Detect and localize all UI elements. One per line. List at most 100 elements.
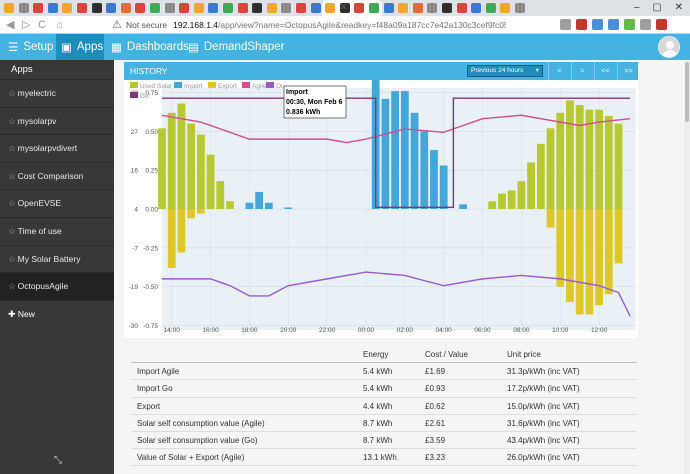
sidebar-item-time-of-use[interactable]: ☆ Time of use [0, 216, 114, 245]
history-title: HISTORY [130, 66, 168, 76]
tab-favicon[interactable] [91, 3, 102, 13]
extension-icon[interactable] [592, 19, 603, 30]
row-name: Import Go [137, 384, 173, 394]
window-controls[interactable]: – ▢ ✕ [634, 2, 688, 13]
forward-icon[interactable]: ▷ [22, 19, 31, 31]
tab-favicon[interactable] [252, 3, 263, 13]
url-path: /app/view?name=OctopusAgile&readkey=f48a… [218, 20, 506, 30]
tab-favicon[interactable] [339, 3, 350, 13]
period-select[interactable]: Previous 24 hours ▾ [467, 65, 543, 77]
tab-favicon[interactable] [33, 3, 44, 13]
legend-swatch [266, 82, 274, 88]
x-tick-label: 20:00 [280, 327, 297, 334]
tab-favicon[interactable] [193, 3, 204, 13]
forward-button[interactable]: >> [617, 62, 639, 80]
url-field[interactable]: Not secure 192.168.1.4/app/view?name=Octo… [126, 18, 506, 32]
tab-favicon[interactable] [442, 3, 452, 13]
dashboards-menu[interactable]: ▦ Dashboards [111, 34, 189, 60]
x-tick-label: 14:00 [164, 327, 181, 334]
tab-favicon[interactable] [150, 3, 160, 13]
sidebar-item-octopusagile[interactable]: ☆ OctopusAgile [0, 272, 114, 300]
x-tick-label: 08:00 [513, 327, 530, 334]
tab-favicon[interactable] [266, 3, 277, 13]
tab-favicon[interactable] [77, 3, 87, 13]
tab-favicon[interactable] [383, 3, 394, 13]
tab-favicon[interactable] [47, 3, 58, 13]
sidebar-item-openevse[interactable]: ☆ OpenEVSE [0, 189, 114, 217]
tab-favicon[interactable] [427, 3, 438, 13]
tab-favicon[interactable] [456, 3, 467, 13]
tab-favicon[interactable] [237, 3, 248, 13]
demandshaper-menu[interactable]: ▤ DemandShaper [188, 34, 284, 60]
sidebar-new-label: New [17, 308, 35, 319]
x-tick-label: 04:00 [436, 327, 453, 334]
tab-favicon[interactable] [135, 3, 146, 13]
sidebar-item-cost-comparison[interactable]: ☆ Cost Comparison [0, 161, 114, 190]
row-unit-price: 31.6p/kWh (inc VAT) [507, 418, 580, 428]
used-solar-bar [585, 109, 594, 209]
tab-favicon[interactable] [354, 3, 365, 13]
tab-favicon[interactable] [471, 3, 482, 13]
sidebar-item-new[interactable]: ✚ New [0, 299, 114, 328]
apps-menu[interactable]: ▣ Apps [56, 34, 104, 60]
right-tick-label: -0.25 [143, 245, 158, 252]
extension-icon[interactable] [608, 19, 619, 30]
tab-favicon[interactable] [208, 3, 219, 13]
legend-swatch [174, 82, 182, 88]
extension-icon[interactable] [640, 19, 651, 30]
legend-label: Export [218, 83, 237, 90]
extension-icon[interactable] [624, 19, 635, 30]
prev-button[interactable]: < [548, 62, 570, 80]
left-tick-label: 16 [131, 168, 139, 175]
close-icon[interactable]: ✕ [339, 2, 348, 13]
tab-favicon[interactable] [164, 3, 175, 13]
browser-tab-active[interactable] [322, 0, 383, 16]
tab-favicon[interactable] [120, 3, 131, 13]
rewind-button[interactable]: << [594, 62, 616, 80]
row-cost: £0.62 [425, 401, 446, 411]
sidebar-item-mysolarpvdivert[interactable]: ☆ mysolarpvdivert [0, 134, 114, 162]
tab-favicon[interactable] [412, 3, 423, 13]
history-chart[interactable]: 3927164-7-19-300.750.500.250.00-0.25-0.5… [124, 80, 638, 338]
export-bar [546, 209, 555, 228]
sidebar-item-mysolarpv[interactable]: ☆ mysolarpv [0, 106, 114, 135]
extension-icon[interactable] [576, 19, 587, 30]
user-avatar[interactable] [658, 36, 680, 58]
tab-favicon[interactable] [310, 3, 321, 13]
page-scrollbar[interactable] [684, 60, 690, 474]
tab-favicon[interactable] [281, 3, 292, 13]
row-name: Solar self consumption value (Agile) [137, 418, 265, 428]
tab-favicon[interactable] [369, 3, 379, 13]
tab-favicon[interactable] [296, 3, 306, 13]
tab-favicon[interactable] [62, 3, 73, 13]
back-icon[interactable]: ◀ [6, 19, 15, 31]
tab-favicon[interactable] [4, 3, 14, 13]
expand-icon[interactable]: ⤡ [54, 455, 62, 466]
import-bar [420, 131, 429, 209]
setup-menu[interactable]: ☰ Setup [8, 34, 53, 60]
tab-favicon[interactable] [18, 3, 29, 13]
legend-swatch [208, 82, 216, 88]
legend-label: Ou [276, 83, 285, 90]
sidebar-item-my-solar-battery[interactable]: ☆ My Solar Battery [0, 244, 114, 273]
extension-icon[interactable] [560, 19, 571, 30]
tab-favicon[interactable] [515, 3, 525, 13]
tab-favicon[interactable] [179, 3, 190, 13]
reload-icon[interactable]: C [38, 19, 46, 31]
home-icon[interactable]: ⌂ [56, 19, 63, 31]
chart-svg: 3927164-7-19-300.750.500.250.00-0.25-0.5… [129, 80, 636, 334]
sidebar-item-myelectric[interactable]: ☆ myelectric [0, 79, 114, 107]
tab-favicon[interactable] [500, 3, 511, 13]
tab-favicon[interactable] [106, 3, 117, 13]
extension-icon[interactable] [656, 19, 667, 30]
table-header: Energy Cost / Value Unit price [131, 346, 637, 364]
tab-favicon[interactable] [325, 3, 336, 13]
used-solar-bar [604, 115, 613, 209]
tab-favicon[interactable] [223, 3, 233, 13]
next-button[interactable]: > [571, 62, 593, 80]
used-solar-bar [226, 201, 234, 209]
used-solar-bar [158, 128, 166, 209]
tab-favicon[interactable] [398, 3, 409, 13]
tab-favicon[interactable] [485, 3, 496, 13]
star-icon: ☆ [8, 115, 16, 126]
